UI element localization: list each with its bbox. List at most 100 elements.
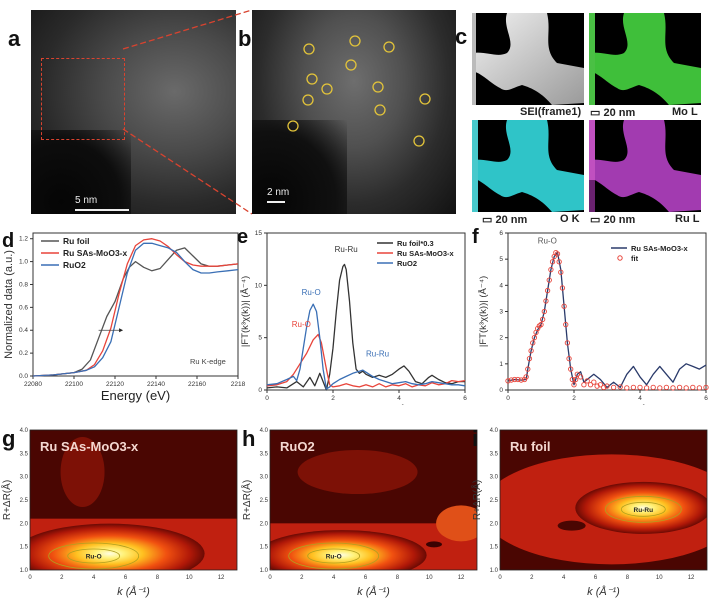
- fit-point: [564, 340, 571, 346]
- eds-caption-o: O K: [560, 213, 580, 225]
- fit-point: [637, 384, 643, 391]
- fit-point: [515, 376, 521, 383]
- y-tick-label: 3.5: [20, 451, 29, 457]
- y-tick-label: 2.0: [20, 521, 29, 527]
- fit-point: [643, 385, 650, 391]
- x-axis-label: k (Å⁻¹): [587, 585, 620, 598]
- y-tick-label: 0.0: [19, 373, 28, 380]
- y-tick-label: 3.5: [490, 451, 499, 457]
- heatmap-lobe: [60, 437, 105, 507]
- fit-point: [650, 384, 656, 391]
- heatmap-field: [30, 430, 237, 570]
- zoom-region-box: [41, 58, 125, 140]
- legend-label: RuO2: [63, 260, 86, 270]
- x-tick-label: 6: [704, 395, 708, 402]
- y-tick-label: 3.0: [260, 475, 269, 481]
- fit-point: [523, 374, 529, 380]
- heatmap-field: [270, 430, 477, 570]
- heatmap-lobe: [436, 505, 477, 542]
- heatmap-field: [500, 430, 707, 570]
- y-tick-label: 3.0: [490, 475, 499, 481]
- haadf-stem-image-a: 5 nm: [31, 10, 236, 214]
- x-tick-label: 6: [364, 575, 368, 581]
- fit-point: [597, 382, 604, 388]
- eds-scale-mo: ▭ 20 nm: [590, 107, 636, 119]
- y-tick-label: 15: [255, 230, 263, 237]
- y-tick-label: 0.2: [19, 350, 28, 357]
- y-tick-label: 2: [499, 335, 503, 342]
- y-axis-label: |FT(k³χ(k))| (Å⁻⁴): [478, 276, 489, 347]
- eds-caption-ru: Ru L: [675, 213, 700, 225]
- eds-map-sei: [472, 13, 584, 105]
- y-tick-label: 1.0: [20, 568, 29, 574]
- legend-label: Ru SAs-MoO3-x: [631, 244, 689, 253]
- y-tick-label: 2.0: [260, 521, 269, 527]
- x-tick-label: 8: [156, 575, 160, 581]
- panel-label: e: [237, 226, 248, 248]
- x-tick-label: 22120: [106, 381, 124, 388]
- fit-point: [559, 285, 566, 291]
- scale-bar-b: [267, 201, 285, 203]
- x-tick-label: 22080: [24, 381, 42, 388]
- panel-label-a: a: [8, 26, 21, 51]
- fit-point: [535, 325, 541, 332]
- legend-label: Ru foil: [63, 236, 89, 246]
- x-tick-label: 0: [28, 575, 32, 581]
- series-line-0: [266, 263, 465, 391]
- contour: [288, 542, 380, 570]
- fit-point: [617, 384, 623, 390]
- peak-label: Ru-Ru: [634, 507, 654, 514]
- x-tick-label: 8: [396, 575, 400, 581]
- fit-point: [508, 377, 514, 383]
- x-tick-label: 2218: [231, 381, 245, 388]
- series-line-1: [266, 333, 466, 388]
- fit-point: [573, 376, 579, 383]
- fit-point: [511, 376, 518, 383]
- x-tick-label: 8: [626, 575, 630, 581]
- fit-point: [630, 384, 637, 391]
- panel-label-c: c: [455, 24, 468, 49]
- x-tick-label: 0: [265, 395, 269, 402]
- x-axis-label: Radial distance(Å): [321, 403, 411, 405]
- x-tick-label: 2: [331, 395, 335, 402]
- heatmap-ruo2: Ru-O h RuO2 0 2 4 6 8 10 12 1.0 1.5 2.0 2.5 3.0 3.5 4.0 k…: [240, 426, 478, 598]
- single-atom-markers: [287, 35, 431, 147]
- fit-point: [528, 348, 534, 354]
- y-tick-label: 0.8: [19, 281, 28, 288]
- eds-map-o: [472, 120, 584, 212]
- scale-label-a: 5 nm: [75, 195, 98, 206]
- heatmap-ru-foil: Ru-Ru i Ru foil 0 2 4 6 8 10 12 1.0 1.5 2.0 2.5 3.0 3.5…: [470, 426, 708, 598]
- y-tick-label: 1.5: [20, 545, 29, 551]
- y-tick-label: 0.4: [19, 327, 28, 334]
- fit-point: [558, 269, 564, 275]
- fit-point: [584, 378, 590, 384]
- fit-point: [624, 385, 630, 391]
- x-tick-label: 10: [426, 575, 433, 581]
- y-tick-label: 2.0: [490, 521, 499, 527]
- plot-frame: [266, 232, 466, 391]
- x-tick-label: 12: [218, 575, 225, 581]
- y-tick-label: 1.2: [19, 236, 28, 243]
- y-tick-label: 4.0: [20, 428, 29, 434]
- heatmap-title: RuO2: [280, 439, 315, 454]
- y-tick-label: 1.5: [260, 545, 269, 551]
- fit-point: [696, 385, 703, 391]
- plot-frame: [499, 429, 708, 571]
- y-tick-label: 4: [499, 282, 503, 289]
- x-tick-label: 0: [268, 575, 272, 581]
- y-tick-label: 1.0: [19, 259, 28, 266]
- y-tick-label: 0: [499, 387, 503, 394]
- scale-label-b: 2 nm: [267, 187, 290, 198]
- peak-label: Ru-O: [326, 554, 342, 561]
- series-line-2: [266, 303, 466, 390]
- fit-point: [546, 277, 552, 283]
- fit-point: [543, 298, 549, 304]
- x-tick-label: 2: [572, 395, 576, 402]
- y-axis-label: R+ΔR(Å): [470, 480, 483, 520]
- y-tick-label: 0: [258, 387, 262, 394]
- arrow-head: [119, 328, 124, 333]
- fit-point: [566, 355, 572, 362]
- y-tick-label: 6: [499, 230, 503, 237]
- series-line-0: [507, 251, 707, 389]
- x-tick-label: 4: [562, 575, 566, 581]
